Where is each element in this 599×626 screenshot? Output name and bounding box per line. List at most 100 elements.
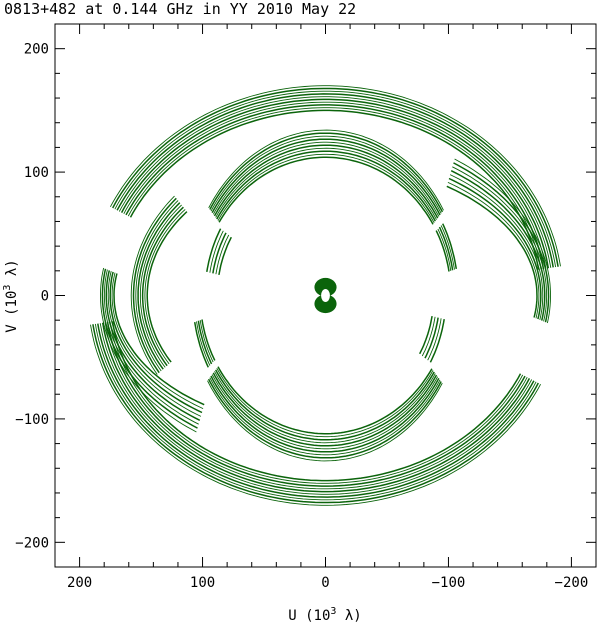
uv-track-5-3	[209, 230, 224, 273]
uv-track-5-4-conj	[429, 318, 445, 363]
uv-track-0-2-conj	[106, 321, 526, 487]
uv-track-0-7	[114, 90, 557, 268]
uv-track-0-6	[116, 93, 554, 268]
uv-track-0-8-conj	[92, 324, 539, 504]
x-tick-labels: 200 100 0 −100 −200	[67, 575, 588, 591]
center-blob	[314, 277, 337, 314]
uv-track-0-4-conj	[101, 322, 531, 493]
uv-track-3-1	[437, 228, 452, 271]
y-tick-label: −100	[15, 412, 49, 428]
uv-track-1-4-conj	[450, 170, 546, 321]
uv-track-0-3-conj	[104, 322, 528, 490]
uv-track-2-4	[213, 144, 439, 219]
y-axis-label-sup: 3	[2, 285, 13, 291]
x-axis-label-prefix: U (10	[288, 608, 330, 624]
uv-track-0-5	[118, 96, 552, 268]
uv-track-1-2-conj	[448, 177, 542, 320]
x-axis-label: U (103 λ)	[288, 606, 361, 624]
y-axis-label-prefix: V (10	[4, 291, 20, 333]
uv-track-1-6-conj	[453, 162, 550, 323]
axis-ticks	[54, 23, 597, 568]
uv-track-2-7	[210, 135, 442, 214]
uv-track-3-4-conj	[193, 321, 209, 368]
x-tick-label: −200	[555, 575, 589, 591]
uv-track-0-2	[125, 104, 545, 270]
x-tick-label: 100	[190, 575, 215, 591]
y-tick-label: 100	[24, 165, 49, 181]
uv-track-1-0-conj	[446, 185, 538, 318]
uv-track-5-1	[215, 234, 230, 275]
uv-track-2-9-conj	[207, 380, 443, 462]
uv-track-3-3-conj	[196, 321, 211, 366]
uv-track-2-6-conj	[210, 375, 440, 453]
uv-track-0-3	[123, 101, 547, 269]
uv-track-2-3	[215, 147, 437, 220]
uv-track-1-1-conj	[447, 181, 540, 319]
uv-track-4-1	[144, 209, 186, 365]
y-axis-label: V (103 λ)	[2, 259, 20, 332]
uv-track-2-8-conj	[207, 378, 442, 459]
x-tick-label: −100	[432, 575, 466, 591]
y-tick-label: 0	[41, 289, 49, 305]
x-tick-label: 200	[67, 575, 92, 591]
uv-track-1-2	[109, 271, 203, 414]
uv-track-0-5-conj	[99, 323, 533, 495]
uv-track-0-6-conj	[97, 323, 535, 498]
uv-track-4-7	[130, 195, 175, 375]
uv-track-1-3	[107, 270, 202, 417]
x-axis-label-sup: 3	[330, 606, 336, 617]
uv-track-5-0	[218, 236, 232, 276]
uv-track-1-1	[111, 272, 204, 410]
uv-track-4-2	[141, 206, 184, 367]
uv-track-0-7-conj	[94, 323, 537, 501]
uv-track-1-4	[105, 270, 201, 421]
uv-track-0-1	[127, 107, 542, 270]
center-blob-hole	[321, 289, 330, 302]
uv-track-3-3	[440, 225, 455, 270]
uv-track-2-1-conj	[216, 367, 434, 438]
uv-track-0-9-conj	[90, 324, 541, 506]
uv-track-3-0	[435, 230, 450, 272]
uv-track-4-6	[132, 197, 177, 374]
uv-track-2-9	[208, 129, 444, 211]
uv-track-3-2-conj	[197, 320, 213, 365]
uv-track-5-2	[212, 232, 227, 274]
uv-track-3-2	[438, 226, 454, 271]
uv-track-2-7-conj	[209, 377, 441, 456]
uv-track-2-0-conj	[217, 366, 433, 435]
uv-track-3-4	[442, 223, 458, 270]
uv-track-0-0-conj	[111, 321, 522, 482]
uv-track-3-1-conj	[199, 320, 214, 363]
uv-track-0-4	[120, 98, 550, 269]
uv-track-1-0	[113, 273, 205, 406]
uv-track-4-4	[137, 202, 181, 370]
uv-track-2-8	[209, 132, 444, 213]
y-tick-label: 200	[24, 42, 49, 58]
center-blob-lower	[314, 294, 337, 314]
uv-track-0-1-conj	[109, 321, 524, 484]
uv-track-1-7-conj	[454, 158, 551, 324]
uv-track-2-0	[218, 156, 434, 225]
uv-track-1-7	[100, 267, 197, 433]
uv-track-1-6	[101, 268, 198, 429]
chart-title: 0813+482 at 0.144 GHz in YY 2010 May 22	[4, 0, 356, 18]
uv-track-3-0-conj	[201, 319, 216, 361]
uv-track-2-3-conj	[214, 371, 436, 444]
uv-track-5-3-conj	[427, 318, 442, 361]
uv-track-4-5	[135, 200, 179, 372]
uv-track-2-2	[216, 150, 436, 222]
uv-track-5-2-conj	[424, 317, 439, 359]
uv-track-2-6	[211, 138, 441, 216]
uv-track-5-0-conj	[419, 315, 433, 355]
x-axis-label-suffix: λ)	[336, 608, 361, 624]
x-tick-label: 0	[321, 575, 329, 591]
y-axis-label-suffix: λ)	[4, 259, 20, 284]
uv-track-5-4	[206, 228, 222, 273]
center-blob-upper	[314, 277, 337, 297]
uv-track-2-5-conj	[211, 374, 438, 450]
y-tick-labels: 200 100 0 −100 −200	[15, 42, 49, 552]
uv-track-0-0	[129, 109, 540, 270]
uv-track-0-9	[110, 85, 561, 267]
uv-track-2-4-conj	[212, 372, 438, 447]
